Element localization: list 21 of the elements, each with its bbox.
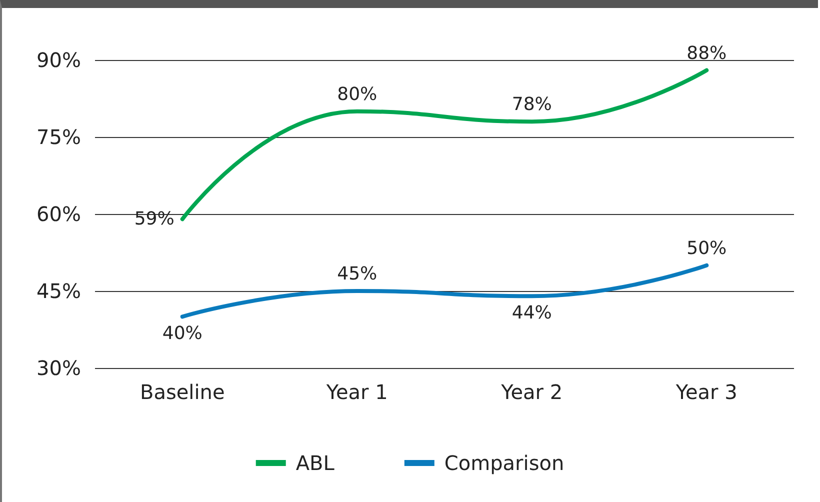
y-tick-label: 90% bbox=[36, 48, 81, 72]
y-tick-label: 60% bbox=[36, 202, 81, 226]
line-series bbox=[180, 263, 709, 319]
line-series bbox=[180, 68, 709, 222]
y-tick-label: 75% bbox=[36, 125, 81, 149]
x-tick-label: Year 1 bbox=[325, 380, 388, 404]
data-label: 44% bbox=[512, 302, 552, 324]
data-label: 80% bbox=[337, 84, 378, 105]
data-label: 45% bbox=[337, 264, 378, 284]
data-label: 78% bbox=[512, 94, 552, 116]
legend-label: ABL bbox=[296, 451, 336, 475]
data-label: 50% bbox=[686, 238, 727, 259]
x-tick-label: Year 3 bbox=[674, 380, 738, 404]
y-tick-label: 45% bbox=[36, 279, 81, 303]
legend-label: Comparison bbox=[444, 451, 564, 475]
data-label: 40% bbox=[162, 323, 202, 344]
x-tick-label: Baseline bbox=[140, 380, 225, 404]
y-tick-label: 30% bbox=[36, 356, 81, 380]
data-label: 88% bbox=[686, 42, 727, 64]
x-tick-label: Year 2 bbox=[500, 380, 563, 404]
data-label: 59% bbox=[134, 208, 174, 230]
